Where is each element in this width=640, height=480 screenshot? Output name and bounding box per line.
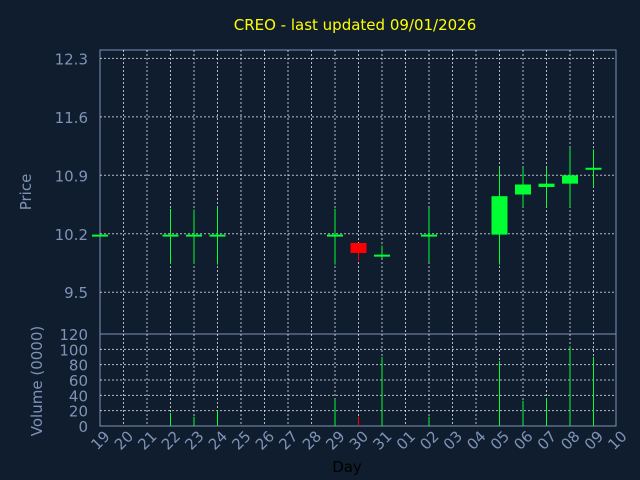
volume-tick-label: 0 [78, 418, 88, 436]
volume-axis-label: Volume (0000) [28, 326, 46, 436]
candle-body [374, 254, 390, 257]
price-tick-label: 10.9 [55, 167, 88, 185]
chart-title: CREO - last updated 09/01/2026 [234, 16, 477, 34]
grid-lines [100, 50, 616, 426]
price-axis-ticks: 12.3 11.6 10.9 10.2 9.5 [55, 50, 88, 302]
price-tick-label: 10.2 [55, 226, 88, 244]
candle-body [327, 234, 343, 237]
candle-body [209, 234, 226, 237]
candle-body [562, 175, 578, 184]
candle-body [538, 183, 555, 187]
price-axis-label: Price [17, 174, 35, 211]
volume-tick-label: 100 [59, 341, 88, 359]
candle-body [350, 242, 367, 253]
volume-tick-label: 40 [69, 387, 88, 405]
candle-body [515, 184, 531, 195]
day-axis-ticks: 1920212223242526272829303101020304050607… [87, 427, 630, 453]
price-tick-label: 12.3 [55, 50, 88, 68]
volume-bars [170, 346, 594, 426]
volume-tick-label: 120 [59, 326, 88, 344]
candle-body [421, 234, 437, 237]
candle-body [585, 167, 602, 170]
candle-body [186, 234, 202, 237]
price-tick-label: 11.6 [55, 109, 88, 127]
candlesticks [92, 147, 602, 265]
price-tick-label: 9.5 [64, 284, 88, 302]
candle-body [92, 234, 108, 237]
day-axis-label: Day [332, 458, 362, 476]
volume-tick-label: 80 [69, 357, 88, 375]
candle-body [162, 234, 179, 237]
candle-body [491, 196, 508, 235]
volume-tick-label: 20 [69, 403, 88, 421]
volume-tick-label: 60 [69, 372, 88, 390]
